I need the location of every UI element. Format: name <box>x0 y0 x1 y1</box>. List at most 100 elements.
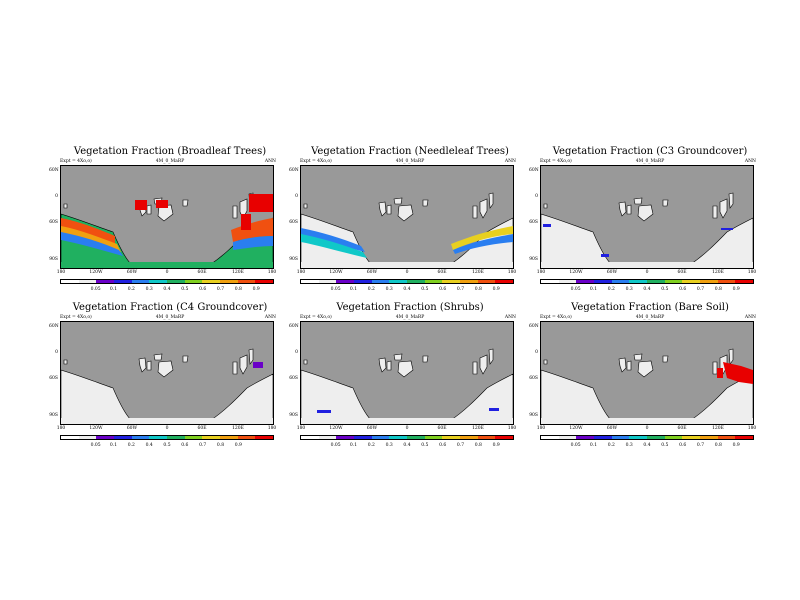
colorbar-swatch <box>477 280 496 283</box>
experiment-label: Expt = 4Xo,o) <box>300 315 332 320</box>
map-canvas <box>541 192 753 268</box>
polar-band <box>541 262 753 268</box>
southern-region <box>61 369 273 424</box>
x-tick-label: 60E <box>197 426 207 431</box>
y-tick-label: 0 <box>55 350 58 355</box>
colorbar-swatch <box>442 280 461 283</box>
map-plot <box>300 165 514 269</box>
vegetation-band <box>453 234 513 254</box>
land-island <box>637 204 654 222</box>
land-island <box>378 357 387 373</box>
colorbar-swatch <box>354 436 372 439</box>
y-tick-label: 90S <box>289 257 298 262</box>
colorbar-label: 0.2 <box>367 287 375 292</box>
x-tick-label: 60W <box>366 270 378 275</box>
colorbar-label: 0.8 <box>474 287 482 292</box>
blue-patch <box>601 254 609 257</box>
experiment-label: Expt = 4Xo,o) <box>60 159 92 164</box>
x-tick-label: 60E <box>197 270 207 275</box>
colorbar-swatch <box>354 280 372 283</box>
colorbar-label: 0.05 <box>330 287 341 292</box>
land-island <box>488 348 494 365</box>
y-tick-label: 90S <box>289 413 298 418</box>
colorbar-swatch <box>96 280 115 283</box>
colorbar-swatch <box>220 436 238 439</box>
polar-band <box>61 418 273 424</box>
colorbar-label: 0.2 <box>607 287 615 292</box>
colorbar-swatch <box>389 280 408 283</box>
x-tick-label: 0 <box>405 270 409 275</box>
period-label: ANN <box>504 315 516 320</box>
land-island <box>232 205 238 219</box>
colorbar-swatch <box>149 280 168 283</box>
land-island <box>479 198 488 219</box>
colorbar-swatch <box>255 280 274 283</box>
colorbar-label: 0.1 <box>349 443 358 448</box>
period-label: ANN <box>264 315 276 320</box>
y-tick-label: 0 <box>55 194 58 199</box>
land-island <box>397 204 414 222</box>
colorbar-label: 0.5 <box>181 287 189 292</box>
x-tick-label: 60W <box>366 426 378 431</box>
period-label: ANN <box>504 159 516 164</box>
colorbar <box>300 279 514 284</box>
blue-patch <box>489 408 499 411</box>
y-tick-label: 60S <box>289 376 298 381</box>
panel-c4-groundcover: Vegetation Fraction (C4 Groundcover) Exp… <box>49 302 290 462</box>
model-label: 4M_0_MaRP <box>395 315 425 320</box>
x-tick-label: 120W <box>89 270 103 275</box>
purple-patch <box>253 362 263 368</box>
x-tick-label: 180 <box>296 426 306 431</box>
y-tick-label: 0 <box>295 350 298 355</box>
x-tick-label: 120W <box>329 270 343 275</box>
land-island <box>637 360 654 378</box>
land-island <box>386 360 392 371</box>
colorbar-swatch <box>477 436 496 439</box>
land-island <box>138 357 147 373</box>
colorbar-label: 0.1 <box>109 443 118 448</box>
colorbar-label: 0.1 <box>109 287 118 292</box>
x-tick-label: 120W <box>89 426 103 431</box>
colorbar-label: 0.3 <box>145 287 153 292</box>
y-tick-label: 90S <box>529 257 538 262</box>
colorbar-swatch <box>255 436 274 439</box>
land-island <box>633 197 643 205</box>
land-island <box>712 205 718 219</box>
experiment-label: Expt = 4Xo,o) <box>300 159 332 164</box>
land-island <box>662 355 669 363</box>
colorbar-label: 0.6 <box>439 287 447 292</box>
x-tick-label: 120E <box>472 426 484 431</box>
colorbar-label: 0.7 <box>199 443 207 448</box>
vegetation-band <box>451 226 513 250</box>
blue-patch <box>543 224 551 227</box>
colorbar-label: 0.3 <box>385 287 393 292</box>
y-tick-label: 0 <box>535 194 538 199</box>
map-plot <box>60 165 274 269</box>
colorbar-swatch <box>576 280 595 283</box>
panel-title: Vegetation Fraction (C4 Groundcover) <box>72 302 268 313</box>
colorbar-swatch <box>78 280 97 283</box>
colorbar-label: 0.2 <box>367 443 375 448</box>
colorbar-label: 0.4 <box>643 443 651 448</box>
land-island <box>393 197 403 205</box>
colorbar-swatch <box>558 436 577 439</box>
colorbar <box>60 435 274 440</box>
panel-title: Vegetation Fraction (Broadleaf Trees) <box>73 146 267 157</box>
colorbar-label: 0.4 <box>403 443 411 448</box>
colorbar-swatch <box>318 436 337 439</box>
x-tick-label: 120W <box>569 426 583 431</box>
x-tick-label: 180 <box>536 270 546 275</box>
land-island <box>63 359 68 365</box>
panel-bare-soil: Vegetation Fraction (Bare Soil) Expt = 4… <box>529 302 770 462</box>
colorbar <box>60 279 274 284</box>
colorbar-label: 0.5 <box>661 443 669 448</box>
colorbar-label: 0.5 <box>421 287 429 292</box>
land-island <box>618 201 627 217</box>
colorbar-label: 0.7 <box>456 287 465 292</box>
y-tick-label: 90S <box>529 413 538 418</box>
colorbar-swatch <box>371 280 390 283</box>
colorbar-label: 0.8 <box>714 287 722 292</box>
southern-region <box>541 369 753 424</box>
y-tick-label: 60N <box>529 324 539 329</box>
colorbar-swatch <box>717 436 736 439</box>
